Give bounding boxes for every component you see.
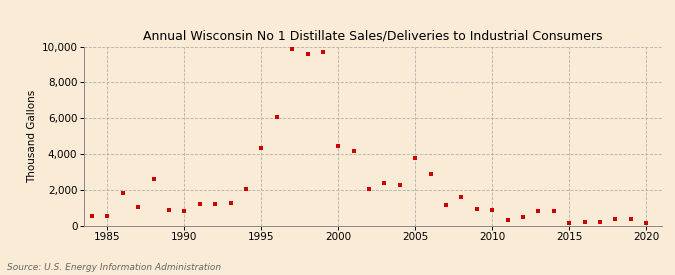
Point [133, 205, 144, 209]
Point [441, 203, 452, 207]
Point [625, 217, 636, 221]
Point [348, 149, 359, 153]
Point [271, 115, 282, 120]
Point [610, 217, 621, 221]
Point [317, 50, 328, 54]
Point [225, 201, 236, 205]
Point [72, 216, 82, 221]
Point [86, 213, 97, 218]
Point [410, 156, 421, 161]
Point [163, 208, 174, 213]
Point [287, 46, 298, 51]
Point [518, 215, 529, 220]
Point [179, 209, 190, 213]
Point [471, 207, 482, 212]
Point [256, 145, 267, 150]
Point [456, 195, 467, 199]
Point [240, 187, 251, 191]
Point [102, 213, 113, 218]
Text: Source: U.S. Energy Information Administration: Source: U.S. Energy Information Administ… [7, 263, 221, 272]
Point [333, 144, 344, 148]
Point [364, 187, 375, 191]
Point [302, 52, 313, 56]
Point [533, 209, 544, 213]
Point [595, 220, 605, 224]
Point [194, 202, 205, 206]
Point [425, 172, 436, 176]
Point [379, 180, 390, 185]
Point [579, 220, 590, 225]
Point [564, 221, 574, 225]
Point [394, 183, 405, 188]
Point [502, 218, 513, 222]
Point [487, 208, 497, 213]
Point [641, 221, 651, 225]
Point [548, 209, 559, 213]
Y-axis label: Thousand Gallons: Thousand Gallons [27, 89, 37, 183]
Point [148, 177, 159, 181]
Point [117, 191, 128, 196]
Point [210, 202, 221, 206]
Title: Annual Wisconsin No 1 Distillate Sales/Deliveries to Industrial Consumers: Annual Wisconsin No 1 Distillate Sales/D… [143, 30, 603, 43]
